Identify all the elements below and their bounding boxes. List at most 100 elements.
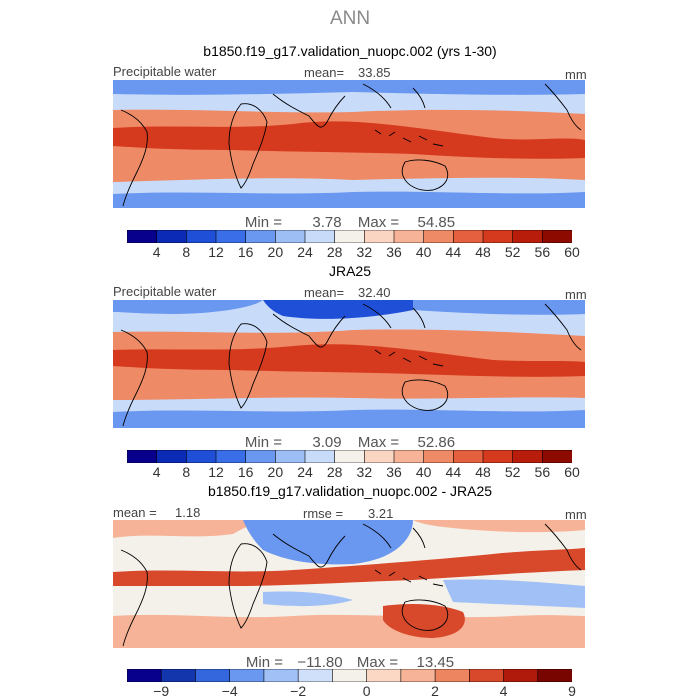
colorbar-tick-label: 44 [445,244,462,260]
coast-arabia-india [272,533,346,568]
colorbar-bin [393,450,425,463]
colorbar-bin [186,230,217,243]
colorbar-bin [304,230,336,243]
colorbar-tick-label: 60 [564,464,580,480]
colorbar-bin [275,230,306,243]
colorbar-tick-label: 4 [152,464,161,480]
colorbar-bin [156,450,187,463]
colorbar-bin [364,450,395,463]
coast-east-asia [362,523,426,549]
colorbar-bin [245,450,276,463]
colorbar-tick-label: 48 [475,244,491,260]
panel-1-units: mm [565,67,587,82]
coast-south-america [120,329,148,427]
colorbar-bin [469,669,505,682]
indo-pacific-warm-pool-field [113,344,585,377]
colorbar-bin [215,450,247,463]
colorbar-bin [400,669,436,682]
coast-south-america [120,549,148,647]
colorbar-tick-label: 52 [504,244,521,260]
panel-1-mean-value: 33.85 [358,65,391,80]
coast-north-america [544,83,582,131]
colorbar-tick-label: 24 [297,244,313,260]
colorbar-tick-label: 20 [267,464,284,480]
panel-2-map [113,300,585,428]
panel-2-variable-label: Precipitable water [113,284,217,299]
colorbar-tick-label: 2 [431,683,439,699]
colorbar-tick-label: 40 [415,464,432,480]
colorbar-tick-label: 8 [182,464,191,480]
panel-1-minmax: Min = 3.78 Max = 54.85 [0,214,700,231]
coast-north-america [544,523,582,571]
colorbar-bin [542,230,572,243]
panel-1-min-text: Min = [244,214,283,231]
subtropical-dry-south-field [113,191,585,208]
panel-1-variable-label: Precipitable water [113,64,217,79]
colorbar-bin [453,450,484,463]
colorbar-bin [334,450,365,463]
colorbar-bin [453,230,484,243]
colorbar-bin [156,230,187,243]
colorbar-tick-label: 4 [152,244,161,260]
colorbar-tick-label: 9 [568,683,576,699]
panel-2-max-value: 52.86 [417,434,456,451]
australia-positive-field [383,604,465,638]
panel-3-min-value: −11.80 [297,654,343,671]
panel-3-min-text: Min = [245,654,284,671]
panel-1-min-value: 3.78 [312,214,342,231]
subtropical-dry-south-field [113,409,585,428]
colorbar-tick-label: 0 [362,683,371,699]
colorbar-bin [229,669,265,682]
panel-3-title: b1850.f19_g17.validation_nuopc.002 - JRA… [207,483,493,499]
panel-3-colorbar [127,669,572,682]
colorbar-tick-label: 60 [564,244,580,260]
coast-east-asia [362,303,426,329]
coast-australia [401,379,449,411]
colorbar-tick-label: 40 [415,244,432,260]
colorbar-tick-label: 44 [445,464,462,480]
coast-africa [228,103,268,189]
panel-1-max-value: 54.85 [417,214,456,231]
colorbar-bin [364,230,395,243]
panel-3-max-value: 13.45 [416,654,455,671]
colorbar-bin [245,230,276,243]
panel-3-mean-value: 1.18 [175,505,201,520]
panel-3-max-text: Max = [356,654,399,671]
coastlines [120,303,582,427]
panel-3-rmse-value: 3.21 [368,506,394,521]
panel-2-units: mm [565,287,587,302]
colorbar-bin [366,669,402,682]
indo-pacific-warm-pool-field [113,121,585,159]
coast-africa [228,323,268,409]
panel-1-max-text: Max = [357,214,400,231]
colorbar-tick-label: −9 [153,683,170,699]
colorbar-bin [297,669,333,682]
panel-1-map [113,80,585,208]
colorbar-tick-label: 48 [475,464,491,480]
panel-2-min-value: 3.09 [312,434,342,451]
panel-3-rmse-label: rmse = [303,506,344,521]
colorbar-bin [434,669,470,682]
coast-arabia-india [272,93,346,128]
colorbar-bin [332,669,368,682]
coast-north-america [544,303,582,351]
colorbar-bin [215,230,247,243]
colorbar-tick-label: 52 [504,464,521,480]
colorbar-bin [503,669,539,682]
southern-positive-field [113,614,585,648]
colorbar-tick-label: 20 [267,244,284,260]
colorbar-bin [423,450,454,463]
colorbar-bin [263,669,299,682]
panel-3-units: mm [565,507,587,522]
panel-3-minmax: Min = −11.80 Max = 13.45 [0,654,700,671]
colorbar-tick-label: 56 [534,464,551,480]
colorbar-bin [423,230,454,243]
colorbar-tick-label: 32 [356,244,373,260]
panel-2-mean-label: mean= [304,285,345,300]
colorbar-tick-label: −4 [221,683,238,699]
colorbar-bin [542,450,572,463]
colorbar-tick-label: 32 [356,464,373,480]
colorbar-tick-label: 28 [326,244,343,260]
panel-1-mean-label: mean= [304,65,345,80]
panel-1-title: b1850.f19_g17.validation_nuopc.002 (yrs … [203,43,497,59]
